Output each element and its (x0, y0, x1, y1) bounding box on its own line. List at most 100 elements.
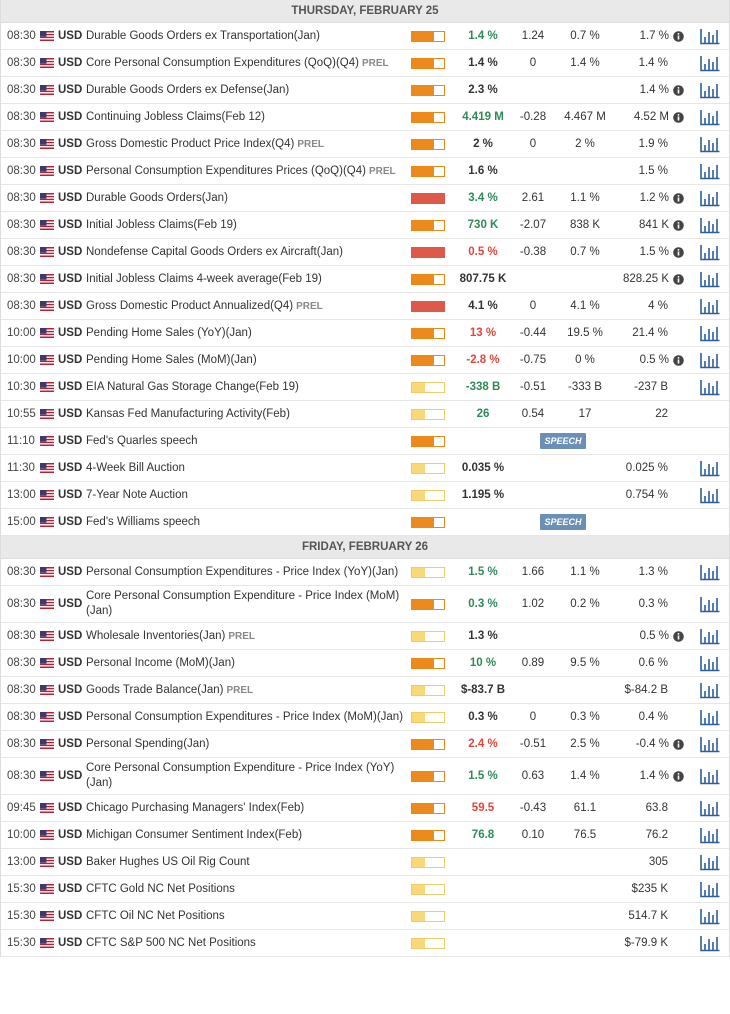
currency: USD (58, 657, 83, 669)
event-name: Continuing Jobless Claims (86, 110, 222, 123)
event-row: 15:30 USD CFTC Gold NC Net Positions $235 K (1, 876, 729, 903)
event-period: (Q4) (270, 299, 294, 312)
chart-icon[interactable] (699, 596, 720, 613)
consensus-cell (555, 903, 615, 929)
chart-icon[interactable] (699, 881, 720, 898)
time: 10:30 (7, 381, 36, 393)
chart-icon[interactable] (699, 28, 720, 45)
time: 13:00 (7, 856, 36, 868)
actual: 730 K (467, 219, 499, 231)
chart-icon[interactable] (699, 564, 720, 581)
chart-icon[interactable] (699, 487, 720, 504)
us-flag (40, 830, 54, 840)
actual-cell: 2.4 % (455, 731, 511, 757)
previous-cell: 4 % (615, 293, 690, 319)
chart-cell (690, 930, 729, 956)
consensus-cell: 0 % (555, 347, 615, 373)
chart-icon[interactable] (699, 109, 720, 126)
previous: 514.7 K (628, 910, 668, 922)
impact-cell (411, 320, 455, 346)
flag-cell (40, 266, 58, 292)
chart-cell (690, 23, 729, 49)
chart-icon[interactable] (699, 379, 720, 396)
actual-cell: 1.195 % (455, 482, 511, 508)
chart-icon[interactable] (699, 352, 720, 369)
event-cell: Initial Jobless Claims(Feb 19) (85, 215, 411, 236)
previous-cell: 1.4 % (615, 50, 690, 76)
impact-bar (411, 937, 445, 949)
deviation-cell: -0.28 (511, 104, 555, 130)
flag-cell (40, 849, 58, 875)
consensus-cell: 838 K (555, 212, 615, 238)
impact-cell (411, 23, 455, 49)
chart-icon[interactable] (699, 736, 720, 753)
us-flag (40, 139, 54, 149)
chart-icon[interactable] (699, 190, 720, 207)
chart-icon[interactable] (699, 854, 720, 871)
currency: USD (58, 192, 83, 204)
consensus: 0.7 % (570, 30, 600, 42)
chart-icon[interactable] (699, 82, 720, 99)
chart-icon[interactable] (699, 271, 720, 288)
impact-fill (412, 328, 434, 338)
event-row: 08:30 USD Core Personal Consumption Expend… (1, 586, 729, 623)
event-cell: Wholesale Inventories(Jan) PREL (85, 626, 411, 647)
deviation: 0.63 (521, 770, 545, 782)
previous-cell: 0.3 % (615, 586, 690, 622)
chart-icon[interactable] (699, 217, 720, 234)
impact-cell (411, 428, 455, 454)
chart-icon[interactable] (699, 136, 720, 153)
event-row: 13:00 USD Baker Hughes US Oil Rig Count 305 (1, 849, 729, 876)
impact-bar (411, 327, 445, 339)
event-name: Initial Jobless Claims (86, 218, 194, 231)
flag-cell (40, 185, 58, 211)
chart-icon[interactable] (699, 655, 720, 672)
chart-icon[interactable] (699, 163, 720, 180)
event-row: 09:45 USD Chicago Purchasing Managers' Ind… (1, 795, 729, 822)
event-cell: Nondefense Capital Goods Orders ex Aircr… (85, 242, 411, 263)
previous-cell: 1.5 % (615, 239, 690, 265)
chart-icon[interactable] (699, 908, 720, 925)
impact-bar (411, 684, 445, 696)
event-row: 10:00 USD Pending Home Sales (YoY)(Jan) 13 … (1, 320, 729, 347)
revised-info-icon (673, 84, 684, 96)
chart-cell (690, 731, 729, 757)
chart-icon[interactable] (699, 460, 720, 477)
chart-icon[interactable] (699, 244, 720, 261)
previous: 841 K (638, 219, 669, 231)
chart-icon[interactable] (699, 628, 720, 645)
chart-icon[interactable] (699, 768, 720, 785)
deviation-cell (511, 77, 555, 103)
event-cell: Personal Income (MoM)(Jan) (85, 653, 411, 674)
chart-icon[interactable] (699, 800, 720, 817)
actual: 1.3 % (468, 630, 498, 642)
event-period: (Feb) (276, 801, 305, 814)
event-name: Goods Trade Balance (86, 683, 198, 696)
previous-cell: 841 K (615, 212, 690, 238)
actual: 76.8 (471, 829, 495, 841)
chart-icon[interactable] (699, 325, 720, 342)
chart-icon[interactable] (699, 682, 720, 699)
chart-icon[interactable] (699, 298, 720, 315)
time: 08:30 (7, 30, 36, 42)
event-row: 08:30 USD Goods Trade Balance(Jan) PREL $-83… (1, 677, 729, 704)
flag-cell (40, 731, 58, 757)
consensus-cell: 0.7 % (555, 239, 615, 265)
revised-info-icon (673, 30, 684, 42)
currency: USD (58, 84, 83, 96)
event-name: Personal Consumption Expenditures - Pric… (86, 710, 377, 723)
consensus-cell: 4.467 M (555, 104, 615, 130)
deviation: -0.51 (519, 738, 547, 750)
impact-fill (412, 463, 426, 473)
consensus-cell (555, 266, 615, 292)
chart-icon[interactable] (699, 709, 720, 726)
chart-icon[interactable] (699, 55, 720, 72)
impact-bar (411, 219, 445, 231)
chart-icon[interactable] (699, 827, 720, 844)
consensus: -333 B (568, 381, 602, 393)
impact-cell (411, 158, 455, 184)
deviation: 0 (529, 300, 537, 312)
previous-cell: 305 (615, 849, 690, 875)
impact-fill (412, 85, 434, 95)
chart-icon[interactable] (699, 935, 720, 952)
